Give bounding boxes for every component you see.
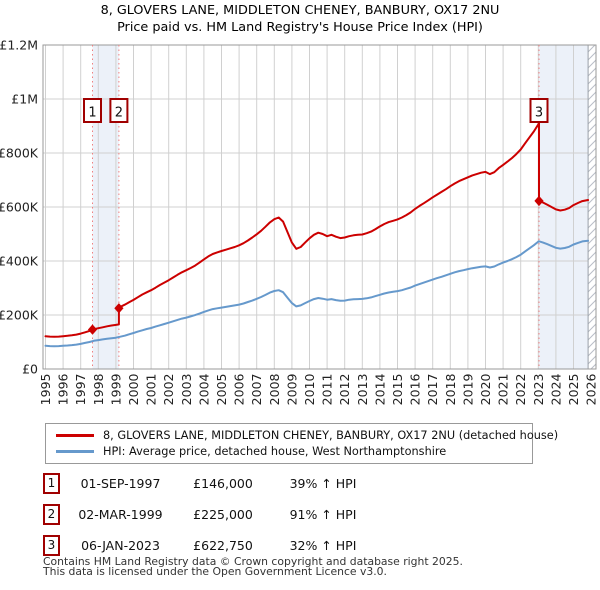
sale-marker-diamond bbox=[87, 324, 98, 335]
legend-item-hpi: HPI: Average price, detached house, West… bbox=[52, 443, 526, 459]
sale-number-label: 2 bbox=[115, 106, 123, 121]
sales-table: 1 01-SEP-1997 £146,000 39% ↑ HPI 2 02-MA… bbox=[43, 472, 371, 565]
y-tick-label: £1M bbox=[11, 92, 38, 107]
sale-number-box bbox=[529, 98, 549, 123]
sale-date: 01-SEP-1997 bbox=[80, 476, 161, 491]
x-tick-label: 1998 bbox=[91, 373, 106, 405]
x-tick-label: 1995 bbox=[38, 374, 53, 406]
x-tick-label: 1996 bbox=[56, 373, 71, 405]
x-tick-label: 2020 bbox=[478, 373, 493, 405]
x-tick-label: 2014 bbox=[372, 373, 387, 405]
sale-vs-hpi: 39% ↑ HPI bbox=[289, 476, 357, 491]
x-tick-label: 1999 bbox=[108, 373, 123, 405]
footer-line-1: Contains HM Land Registry data © Crown c… bbox=[43, 555, 463, 568]
page-title: 8, GLOVERS LANE, MIDDLETON CHENEY, BANBU… bbox=[100, 3, 500, 18]
x-tick-label: 2010 bbox=[302, 373, 317, 405]
sale-vs-hpi: 91% ↑ HPI bbox=[289, 507, 357, 522]
price-paid-line bbox=[44, 121, 590, 338]
sale-vs-hpi: 32% ↑ HPI bbox=[289, 538, 357, 553]
sale-price: £146,000 bbox=[193, 476, 253, 491]
y-tick-label: £200K bbox=[0, 308, 39, 323]
x-tick-label: 2002 bbox=[161, 374, 176, 406]
x-tick-label: 2023 bbox=[531, 374, 546, 406]
x-tick-label: 2011 bbox=[320, 374, 335, 406]
x-tick-label: 2018 bbox=[443, 373, 458, 405]
y-tick-label: £1.2M bbox=[0, 38, 38, 53]
x-tick-label: 2026 bbox=[584, 373, 599, 405]
sale-number-box bbox=[109, 98, 129, 123]
legend-label: 8, GLOVERS LANE, MIDDLETON CHENEY, BANBU… bbox=[103, 428, 559, 442]
chart-legend: 8, GLOVERS LANE, MIDDLETON CHENEY, BANBU… bbox=[45, 423, 558, 464]
x-tick-label: 2000 bbox=[126, 373, 141, 405]
sale-number-badge: 3 bbox=[43, 535, 60, 556]
sale-date: 02-MAR-1999 bbox=[78, 507, 163, 522]
x-tick-label: 1997 bbox=[73, 374, 88, 406]
x-tick-label: 2019 bbox=[460, 373, 475, 405]
y-tick-label: £0 bbox=[22, 362, 38, 377]
legend-label: HPI: Average price, detached house, West… bbox=[103, 444, 447, 458]
x-tick-label: 2013 bbox=[355, 374, 370, 406]
price-line-swatch bbox=[56, 433, 94, 437]
legend-item-price-paid: 8, GLOVERS LANE, MIDDLETON CHENEY, BANBU… bbox=[52, 427, 558, 443]
page-subtitle: Price paid vs. HM Land Registry's House … bbox=[117, 20, 483, 35]
x-tick-label: 2012 bbox=[337, 374, 352, 406]
sale-date: 06-JAN-2023 bbox=[81, 538, 160, 553]
footer-line-2: This data is licensed under the Open Gov… bbox=[43, 564, 387, 578]
x-tick-label: 2009 bbox=[284, 373, 299, 405]
sale-number-label: 3 bbox=[535, 106, 543, 121]
x-tick-label: 2004 bbox=[196, 373, 211, 405]
y-tick-label: £400K bbox=[0, 254, 39, 269]
x-tick-label: 2006 bbox=[232, 373, 247, 405]
hpi-line-swatch bbox=[56, 449, 94, 453]
hpi-line bbox=[44, 239, 590, 348]
x-tick-label: 2015 bbox=[390, 374, 405, 406]
x-tick-label: 2022 bbox=[513, 374, 528, 406]
sale-number-badge: 1 bbox=[43, 473, 60, 494]
x-tick-label: 2008 bbox=[267, 373, 282, 405]
x-tick-label: 2007 bbox=[249, 374, 264, 406]
sale-marker-diamond bbox=[534, 195, 544, 207]
sale-row-2: 2 02-MAR-1999 £225,000 91% ↑ HPI bbox=[43, 503, 371, 526]
sale-price: £225,000 bbox=[193, 507, 253, 522]
x-tick-label: 2024 bbox=[548, 373, 563, 405]
sale-row-1: 1 01-SEP-1997 £146,000 39% ↑ HPI bbox=[43, 472, 371, 495]
x-tick-label: 2016 bbox=[408, 373, 423, 405]
sale-price: £622,750 bbox=[193, 538, 253, 553]
y-tick-label: £600K bbox=[0, 200, 39, 215]
plot-border bbox=[42, 44, 597, 370]
sale-marker-diamond bbox=[114, 303, 124, 314]
x-tick-label: 2021 bbox=[496, 373, 511, 405]
sale-number-box bbox=[83, 98, 102, 123]
x-tick-label: 2017 bbox=[425, 374, 440, 406]
sale-number-label: 1 bbox=[88, 106, 96, 121]
sale-row-3: 3 06-JAN-2023 £622,750 32% ↑ HPI bbox=[43, 534, 371, 557]
no-data-hatch bbox=[588, 45, 596, 369]
y-tick-label: £800K bbox=[0, 146, 39, 161]
attribution-footer: Contains HM Land Registry data © Crown c… bbox=[43, 555, 463, 578]
x-tick-label: 2001 bbox=[144, 374, 159, 406]
x-tick-label: 2025 bbox=[566, 374, 581, 406]
x-tick-label: 2005 bbox=[214, 374, 229, 406]
sale-number-badge: 2 bbox=[43, 504, 60, 525]
x-tick-label: 2003 bbox=[179, 374, 194, 406]
